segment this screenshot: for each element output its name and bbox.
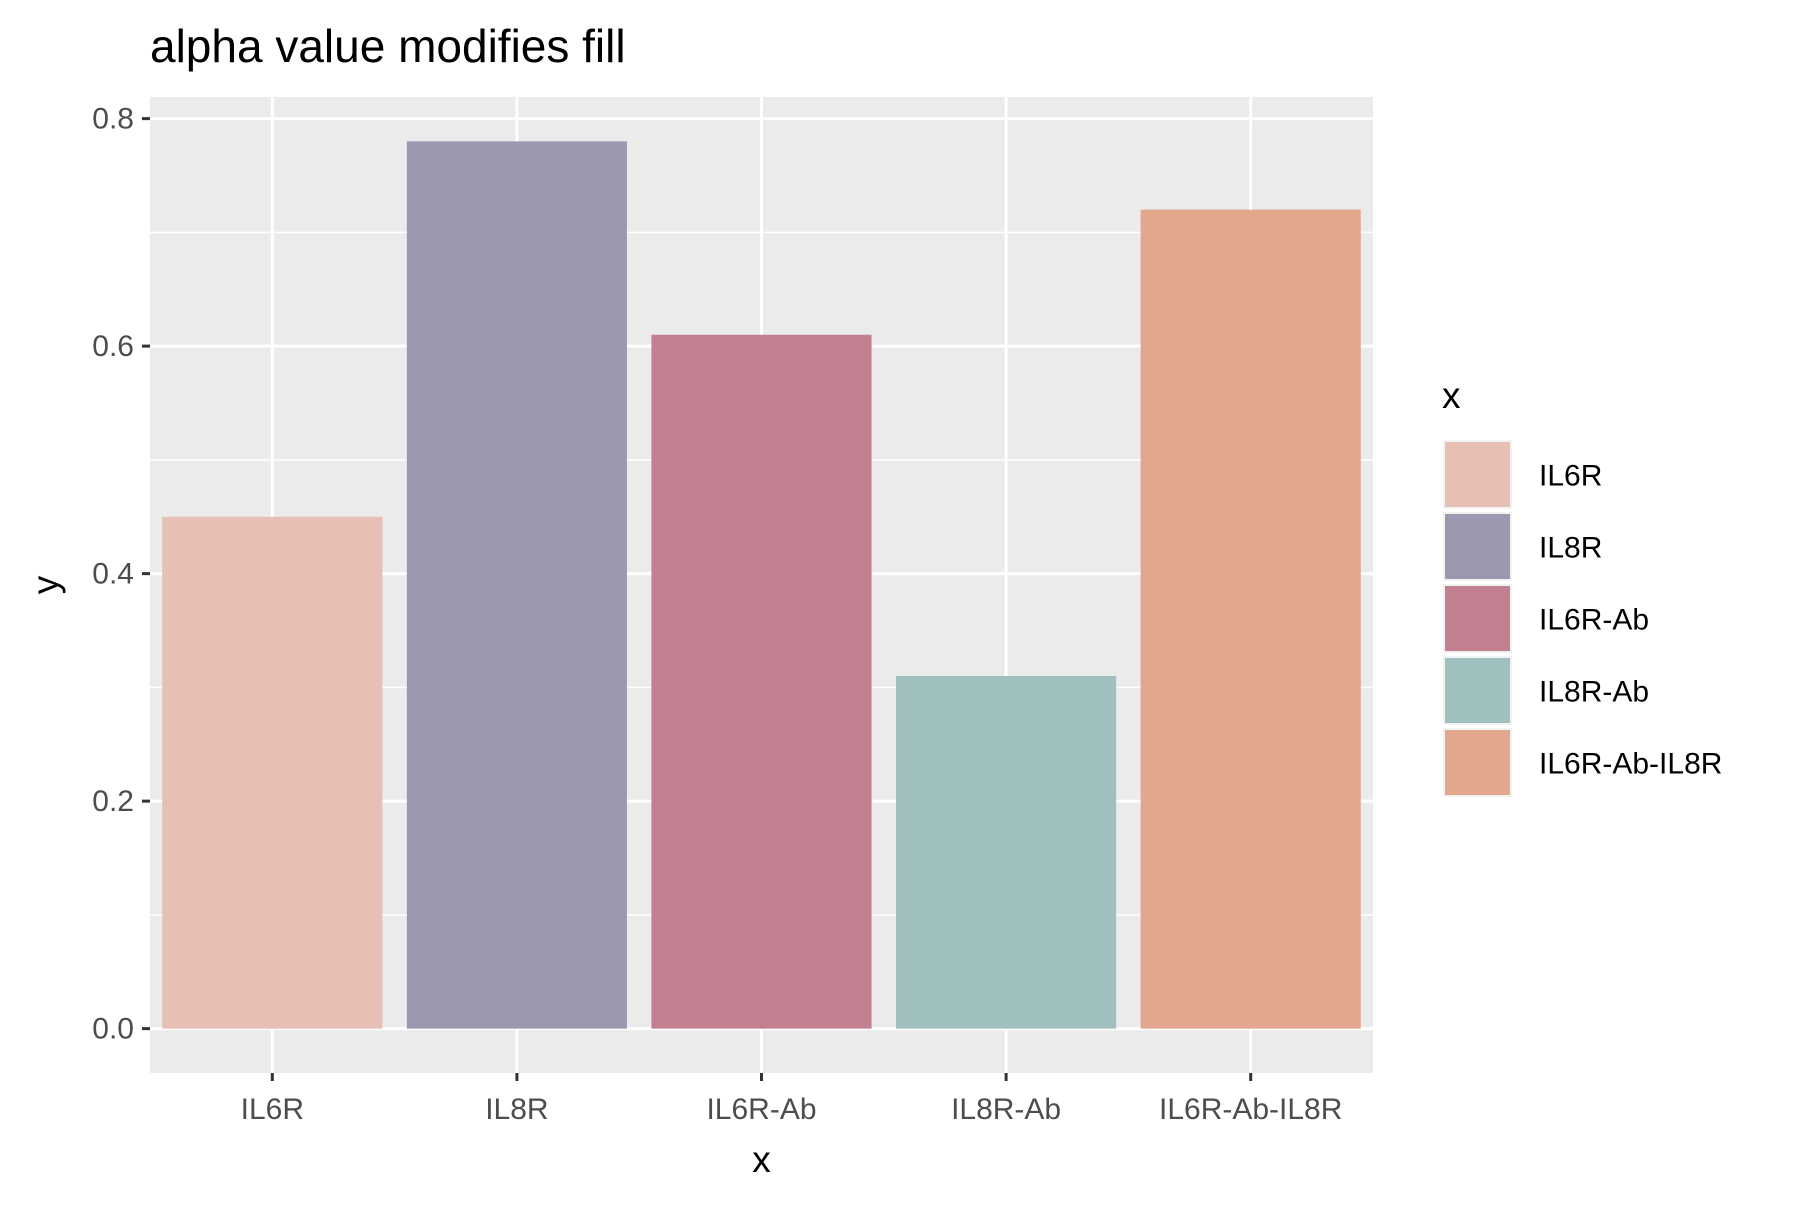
legend-label: IL6R <box>1539 460 1602 493</box>
x-axis-title: x <box>752 1139 771 1180</box>
legend-swatch <box>1445 442 1510 507</box>
legend-swatch <box>1445 514 1510 579</box>
y-tick-label: 0.4 <box>92 558 134 591</box>
x-tick-label: IL6R <box>241 1093 304 1126</box>
y-axis-title: y <box>25 575 66 594</box>
x-tick-label: IL6R-Ab <box>706 1093 816 1126</box>
legend-swatch <box>1445 730 1510 795</box>
legend-label: IL6R-Ab-IL8R <box>1539 748 1722 781</box>
bar-il6r-ab <box>651 334 872 1029</box>
x-tick-label: IL6R-Ab-IL8R <box>1159 1093 1342 1126</box>
y-tick-label: 0.0 <box>92 1013 134 1046</box>
x-tick-label: IL8R <box>485 1093 548 1126</box>
y-tick-label: 0.2 <box>92 785 134 818</box>
axes: 0.0 0.2 0.4 0.6 0.8 IL6R IL8R IL6R-Ab IL8R-Ab IL6… <box>92 103 1342 1126</box>
legend-label: IL8R <box>1539 532 1602 565</box>
bar-il6r-ab-il8r <box>1140 209 1361 1029</box>
legend: x IL6R IL8R IL6R-Ab IL8R-Ab IL6R-Ab-IL8R <box>1442 375 1722 797</box>
bars <box>162 141 1361 1029</box>
legend-items: IL6R IL8R IL6R-Ab IL8R-Ab IL6R-Ab-IL8R <box>1443 440 1722 797</box>
legend-swatch <box>1445 658 1510 723</box>
y-tick-label: 0.6 <box>92 330 134 363</box>
legend-title: x <box>1442 375 1461 416</box>
legend-label: IL8R-Ab <box>1539 676 1649 709</box>
chart-title: alpha value modifies fill <box>150 20 626 72</box>
bar-il8r-ab <box>896 676 1117 1029</box>
legend-swatch <box>1445 586 1510 651</box>
x-tick-label: IL8R-Ab <box>951 1093 1061 1126</box>
y-tick-label: 0.8 <box>92 103 134 136</box>
legend-label: IL6R-Ab <box>1539 604 1649 637</box>
bar-il6r <box>162 516 383 1029</box>
bar-il8r <box>406 141 627 1029</box>
